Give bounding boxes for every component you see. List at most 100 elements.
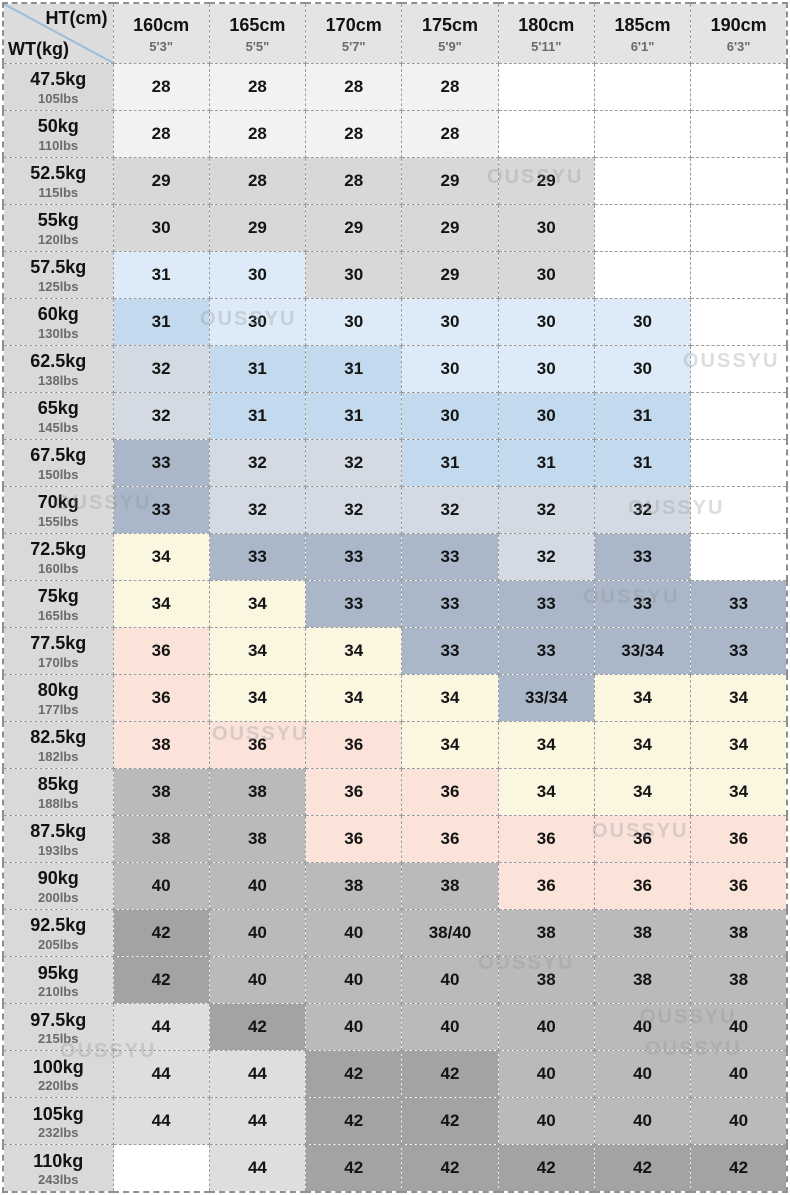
row-kg-label: 92.5kg <box>30 915 87 936</box>
row-lbs-label: 210lbs <box>38 983 79 999</box>
table-row: 75kg 165lbs 34 34 33 33 33 33 33 <box>2 579 788 628</box>
size-cell: 36 <box>593 814 692 863</box>
size-cell: 33 <box>401 626 499 675</box>
size-cell: 40 <box>401 1002 499 1051</box>
size-cell: 29 <box>208 203 307 252</box>
row-header-85: 85kg 188lbs <box>2 767 114 816</box>
row-header-72.5: 72.5kg 160lbs <box>2 532 114 581</box>
size-cell: 36 <box>305 814 403 863</box>
size-cell: 30 <box>401 344 499 393</box>
size-cell: 34 <box>497 720 595 769</box>
size-cell: 34 <box>497 767 595 816</box>
size-cell: 29 <box>401 250 499 299</box>
row-lbs-label: 120lbs <box>38 231 79 247</box>
size-cell: 31 <box>208 344 307 393</box>
size-cell: 33/34 <box>593 626 692 675</box>
row-header-65: 65kg 145lbs <box>2 391 114 440</box>
size-cell: 28 <box>208 62 307 111</box>
row-kg-label: 105kg <box>32 1103 84 1124</box>
size-cell: 31 <box>112 297 210 346</box>
row-lbs-label: 177lbs <box>38 701 79 717</box>
size-cell: 36 <box>690 861 788 910</box>
row-lbs-label: 232lbs <box>38 1124 79 1140</box>
column-header-160: 160cm 5'3" <box>112 2 210 64</box>
row-header-80: 80kg 177lbs <box>2 673 114 722</box>
size-cell: 32 <box>497 485 595 534</box>
size-cell: 29 <box>497 156 595 205</box>
size-cell: 42 <box>305 1143 403 1193</box>
size-cell: 44 <box>112 1096 210 1145</box>
header-row: HT(cm) WT(kg) 160cm 5'3" 165cm 5'5" 170cm 5'7… <box>2 2 788 64</box>
size-cell: 38/40 <box>401 908 499 957</box>
column-cm-label: 160cm <box>133 14 190 35</box>
column-cm-label: 175cm <box>421 14 479 35</box>
column-ft-label: 6'1" <box>630 38 655 54</box>
table-row: 55kg 120lbs 30 29 29 29 30 <box>2 203 788 252</box>
size-cell: 34 <box>305 673 403 722</box>
size-cell: 38 <box>401 861 499 910</box>
size-cell: 28 <box>401 109 499 158</box>
size-cell: 40 <box>593 1049 692 1098</box>
size-cell: 34 <box>401 720 499 769</box>
empty-cell <box>690 532 788 581</box>
row-kg-label: 72.5kg <box>30 539 87 560</box>
row-kg-label: 70kg <box>37 492 79 513</box>
row-header-52.5: 52.5kg 115lbs <box>2 156 114 205</box>
empty-cell <box>593 203 692 252</box>
size-cell: 34 <box>593 720 692 769</box>
row-header-105: 105kg 232lbs <box>2 1096 114 1145</box>
corner-cell: HT(cm) WT(kg) <box>2 2 114 64</box>
size-cell: 34 <box>690 673 788 722</box>
empty-cell <box>593 250 692 299</box>
empty-cell <box>497 109 595 158</box>
row-lbs-label: 130lbs <box>38 325 79 341</box>
table-row: 100kg 220lbs 44 44 42 42 40 40 40 <box>2 1049 788 1098</box>
row-kg-label: 50kg <box>37 116 79 137</box>
row-header-100: 100kg 220lbs <box>2 1049 114 1098</box>
row-lbs-label: 105lbs <box>38 90 79 106</box>
empty-cell <box>690 156 788 205</box>
size-cell: 42 <box>593 1143 692 1193</box>
size-cell: 44 <box>112 1049 210 1098</box>
size-cell: 32 <box>593 485 692 534</box>
row-kg-label: 82.5kg <box>30 727 87 748</box>
row-header-90: 90kg 200lbs <box>2 861 114 910</box>
size-cell: 30 <box>497 391 595 440</box>
row-kg-label: 65kg <box>37 398 79 419</box>
row-kg-label: 110kg <box>33 1150 84 1171</box>
size-cell: 42 <box>497 1143 595 1193</box>
empty-cell <box>690 62 788 111</box>
size-cell: 31 <box>112 250 210 299</box>
size-cell: 29 <box>112 156 210 205</box>
row-lbs-label: 125lbs <box>38 278 79 294</box>
size-cell: 40 <box>112 861 210 910</box>
row-kg-label: 75kg <box>37 586 79 607</box>
table-row: 52.5kg 115lbs 29 28 28 29 29 <box>2 156 788 205</box>
row-kg-label: 55kg <box>37 210 79 231</box>
row-kg-label: 77.5kg <box>30 633 87 654</box>
row-header-57.5: 57.5kg 125lbs <box>2 250 114 299</box>
size-cell: 42 <box>112 955 210 1004</box>
size-cell: 28 <box>305 156 403 205</box>
diagonal-line-icon <box>4 4 113 63</box>
row-lbs-label: 160lbs <box>38 560 79 576</box>
size-cell: 30 <box>497 250 595 299</box>
empty-cell <box>690 485 788 534</box>
size-cell: 31 <box>593 438 692 487</box>
size-cell: 30 <box>208 250 307 299</box>
size-cell: 34 <box>690 767 788 816</box>
row-header-55: 55kg 120lbs <box>2 203 114 252</box>
corner-height-label: HT(cm) <box>45 8 108 28</box>
size-cell: 30 <box>401 391 499 440</box>
row-header-70: 70kg 155lbs <box>2 485 114 534</box>
table-row: 60kg 130lbs 31 30 30 30 30 30 <box>2 297 788 346</box>
row-lbs-label: 182lbs <box>38 748 79 764</box>
size-cell: 34 <box>112 579 210 628</box>
size-cell: 40 <box>690 1096 788 1145</box>
table-row: 57.5kg 125lbs 31 30 30 29 30 <box>2 250 788 299</box>
corner-weight-label: WT(kg) <box>8 38 69 59</box>
size-cell: 31 <box>593 391 692 440</box>
row-lbs-label: 200lbs <box>38 889 79 905</box>
size-cell: 32 <box>305 438 403 487</box>
size-cell: 38 <box>593 955 692 1004</box>
